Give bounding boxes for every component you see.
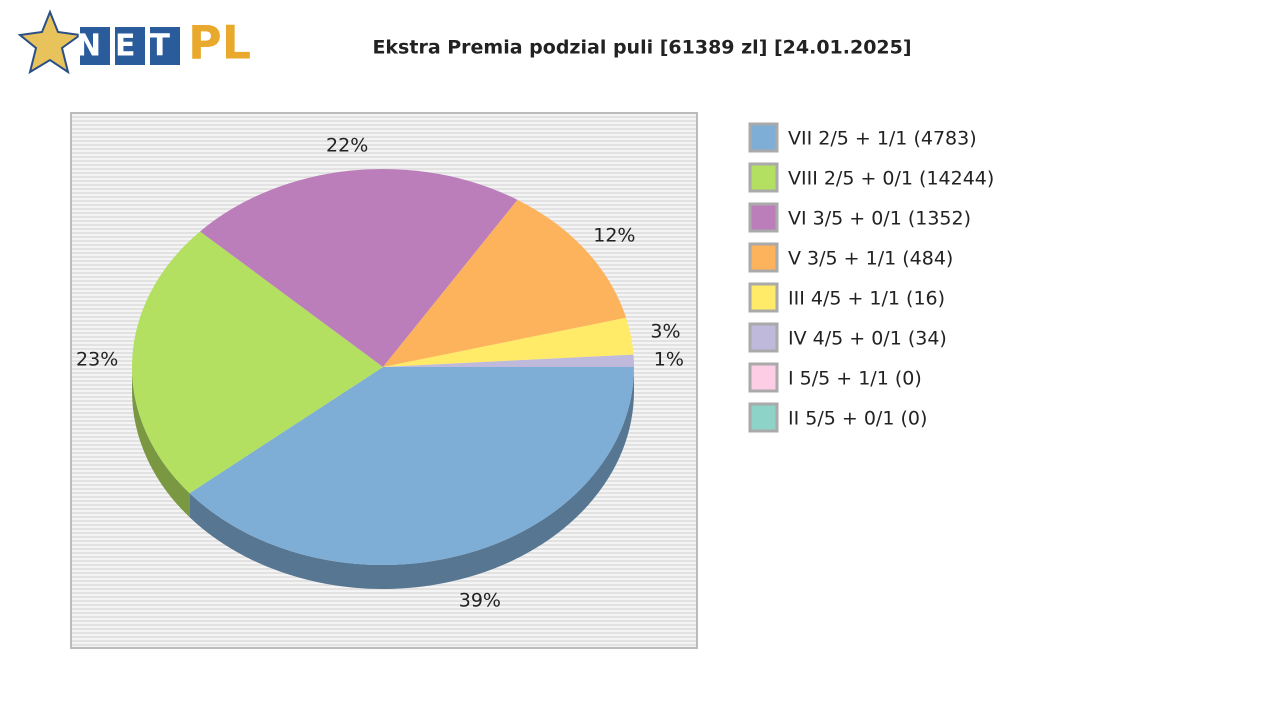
legend-swatch [748, 282, 779, 313]
legend-swatch [748, 242, 779, 273]
legend-swatch [748, 362, 779, 393]
chart-title: Ekstra Premia podzial puli [61389 zl] [2… [372, 37, 911, 59]
logo-box [150, 27, 180, 65]
legend-label: II 5/5 + 0/1 (0) [788, 408, 927, 430]
logo-star [17, 9, 83, 75]
slice-label: 22% [326, 134, 368, 156]
legend-label: III 4/5 + 1/1 (16) [788, 288, 945, 310]
legend-label: V 3/5 + 1/1 (484) [788, 248, 953, 270]
logo-box [80, 27, 110, 65]
slice-label: 23% [76, 348, 118, 370]
logo-text: NET [76, 29, 184, 64]
legend-swatch [748, 402, 779, 433]
pie-slice [383, 317, 634, 367]
legend-swatch [748, 202, 779, 233]
pie: 39% 23% 22% 12% 3% 1% [76, 134, 684, 611]
legend-swatch [748, 162, 779, 193]
pie-side [132, 367, 190, 518]
logo-text: PL [188, 16, 251, 70]
legend-label: VII 2/5 + 1/1 (4783) [788, 128, 977, 150]
legend-swatch [748, 122, 779, 153]
legend-label: VIII 2/5 + 0/1 (14244) [788, 168, 994, 190]
pie-slice [200, 168, 518, 367]
legend-swatch [748, 322, 779, 353]
legend: VII 2/5 + 1/1 (4783) VIII 2/5 + 0/1 (1424… [748, 122, 994, 433]
pie-slice [383, 199, 627, 367]
legend-label: IV 4/5 + 0/1 (34) [788, 328, 947, 350]
slice-label: 12% [593, 224, 635, 246]
slice-label: 39% [459, 589, 501, 611]
pie-slice [383, 354, 634, 367]
logo-box [115, 27, 145, 65]
slice-label: 1% [654, 348, 684, 370]
pie-side [189, 367, 634, 589]
slice-label: 3% [650, 321, 680, 343]
pie-slice [131, 231, 383, 494]
logo: NET PL [17, 9, 251, 75]
pie-slice [189, 367, 634, 566]
legend-label: VI 3/5 + 0/1 (1352) [788, 208, 971, 230]
legend-label: I 5/5 + 1/1 (0) [788, 368, 922, 390]
